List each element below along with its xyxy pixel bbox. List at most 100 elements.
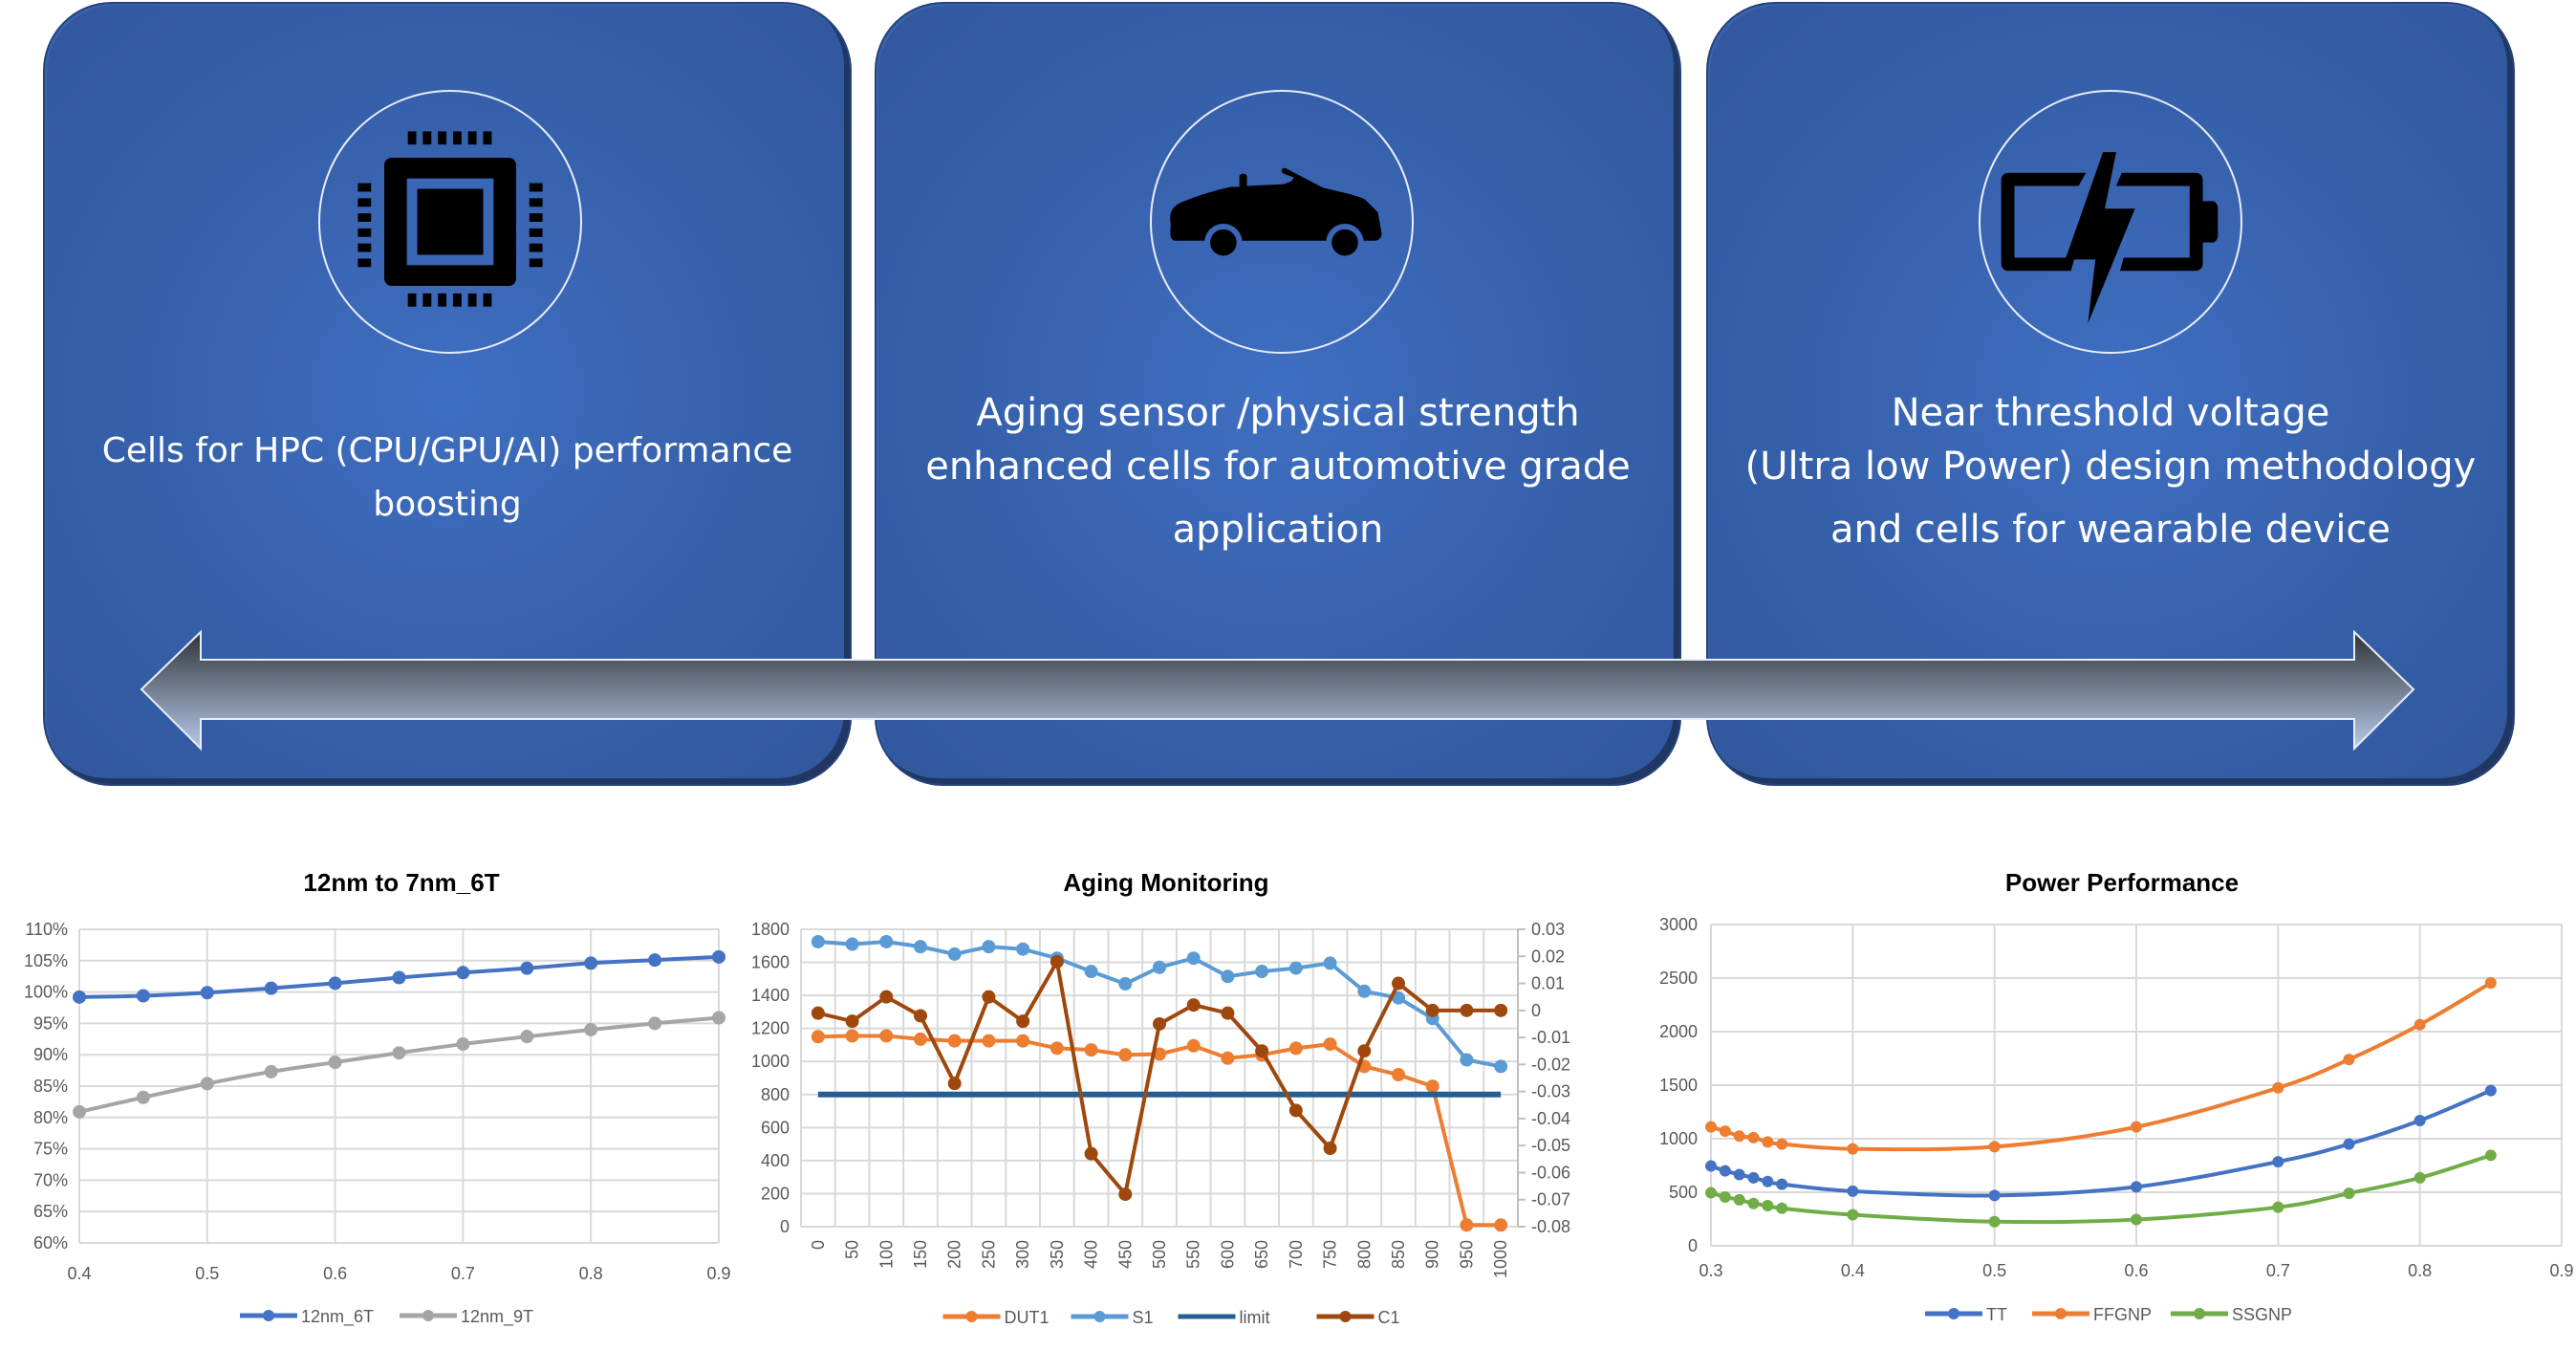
card-automotive-line-2: enhanced cells for automotive grade [925,445,1631,489]
svg-text:0: 0 [1531,1001,1541,1020]
svg-text:600: 600 [761,1118,790,1137]
card-automotive-line-3: application [1172,508,1384,552]
svg-text:0.01: 0.01 [1531,974,1565,993]
svg-text:800: 800 [761,1085,790,1104]
svg-text:1600: 1600 [751,953,790,972]
card-wearable-text: Near threshold voltage (Ultra low Power)… [1708,386,2513,556]
svg-text:350: 350 [1048,1240,1067,1269]
svg-text:1800: 1800 [751,920,790,939]
svg-text:500: 500 [1150,1240,1169,1269]
svg-text:0.03: 0.03 [1531,920,1565,939]
svg-text:100: 100 [877,1240,896,1269]
svg-text:100%: 100% [24,983,68,1002]
svg-text:0.3: 0.3 [1699,1261,1722,1280]
svg-text:SSGNP: SSGNP [2232,1305,2292,1324]
svg-text:650: 650 [1252,1240,1271,1269]
legend-item-s1: S1 [1071,1308,1154,1327]
svg-text:750: 750 [1321,1240,1340,1269]
battery-charging-icon [2001,152,2219,324]
svg-text:DUT1: DUT1 [1005,1308,1050,1327]
svg-text:0.4: 0.4 [67,1264,91,1283]
svg-text:0: 0 [780,1217,790,1236]
svg-text:FFGNP: FFGNP [2093,1305,2152,1324]
svg-text:1000: 1000 [1491,1240,1510,1278]
chart-1-title: 12nm to 7nm_6T [303,868,500,897]
card-wearable-line-3: and cells for wearable device [1829,508,2392,552]
card-hpc-line-1: Cells for HPC (CPU/GPU/AI) performance [101,431,793,470]
svg-text:950: 950 [1457,1240,1476,1269]
svg-text:1200: 1200 [751,1019,790,1038]
svg-text:0.8: 0.8 [2408,1261,2432,1280]
series-TT [1710,1088,2492,1198]
svg-text:400: 400 [761,1151,790,1170]
svg-text:700: 700 [1287,1240,1306,1269]
svg-text:65%: 65% [33,1202,68,1221]
svg-text:2000: 2000 [1659,1022,1698,1041]
svg-text:0.4: 0.4 [1841,1261,1865,1280]
icon-ring-hpc [318,90,582,354]
svg-text:S1: S1 [1133,1308,1154,1327]
svg-text:0.8: 0.8 [579,1264,603,1283]
svg-text:-0.06: -0.06 [1531,1163,1570,1182]
svg-text:150: 150 [911,1240,930,1269]
svg-text:-0.02: -0.02 [1531,1055,1570,1074]
convertible-car-icon [1170,167,1382,262]
svg-text:60%: 60% [33,1233,68,1252]
svg-text:-0.04: -0.04 [1531,1109,1570,1128]
card-automotive-text: Aging sensor /physical strength enhanced… [877,386,1679,556]
svg-text:110%: 110% [25,920,68,939]
legend-item-ffgnp: FFGNP [2032,1305,2152,1324]
svg-text:90%: 90% [33,1045,68,1064]
svg-text:TT: TT [1986,1305,2007,1324]
svg-text:-0.01: -0.01 [1531,1028,1570,1047]
chart-3-title: Power Performance [2004,868,2240,897]
svg-text:1000: 1000 [751,1052,790,1071]
svg-text:-0.05: -0.05 [1531,1136,1570,1155]
svg-text:200: 200 [761,1184,790,1203]
card-hpc-line-2: boosting [373,485,522,524]
svg-text:1000: 1000 [1659,1129,1698,1148]
series-FFGNP [1710,981,2492,1152]
icon-ring-automotive [1150,90,1414,354]
svg-text:105%: 105% [24,951,68,970]
svg-text:80%: 80% [33,1108,68,1127]
svg-text:0.6: 0.6 [323,1264,347,1283]
svg-text:200: 200 [945,1240,964,1269]
svg-text:-0.07: -0.07 [1531,1190,1570,1209]
svg-text:95%: 95% [33,1013,68,1033]
svg-text:0.7: 0.7 [2266,1261,2290,1280]
svg-text:0.6: 0.6 [2124,1261,2148,1280]
svg-text:12nm_6T: 12nm_6T [301,1307,374,1327]
legend-item-limit: limit [1178,1308,1270,1327]
card-wearable-line-2: (Ultra low Power) design methodology [1744,445,2477,489]
svg-text:C1: C1 [1378,1308,1400,1327]
svg-text:0.9: 0.9 [2549,1261,2573,1280]
svg-text:0: 0 [809,1240,828,1250]
svg-text:450: 450 [1115,1240,1135,1269]
svg-text:0: 0 [1688,1236,1698,1255]
svg-text:400: 400 [1082,1240,1101,1269]
svg-text:850: 850 [1389,1240,1408,1269]
svg-text:500: 500 [1669,1183,1698,1202]
svg-text:600: 600 [1218,1240,1237,1269]
svg-text:limit: limit [1240,1308,1270,1327]
svg-text:0.02: 0.02 [1531,947,1565,966]
svg-text:1400: 1400 [751,986,790,1005]
svg-text:0.5: 0.5 [1982,1261,2006,1280]
card-automotive-line-1: Aging sensor /physical strength [976,391,1580,435]
svg-text:12nm_9T: 12nm_9T [461,1307,533,1327]
svg-text:85%: 85% [33,1077,68,1096]
legend-item-12nm_9t: 12nm_9T [400,1307,533,1327]
svg-text:300: 300 [1013,1240,1032,1269]
svg-text:900: 900 [1423,1240,1442,1269]
svg-text:550: 550 [1184,1240,1203,1269]
svg-text:3000: 3000 [1659,915,1698,934]
card-wearable-line-1: Near threshold voltage [1891,391,2330,435]
legend-item-ssgnp: SSGNP [2171,1305,2292,1324]
card-hpc-text: Cells for HPC (CPU/GPU/AI) performance b… [45,425,850,532]
legend-item-tt: TT [1925,1305,2007,1324]
legend-item-dut1: DUT1 [942,1308,1050,1327]
svg-text:2500: 2500 [1659,969,1698,988]
svg-text:250: 250 [979,1240,998,1269]
